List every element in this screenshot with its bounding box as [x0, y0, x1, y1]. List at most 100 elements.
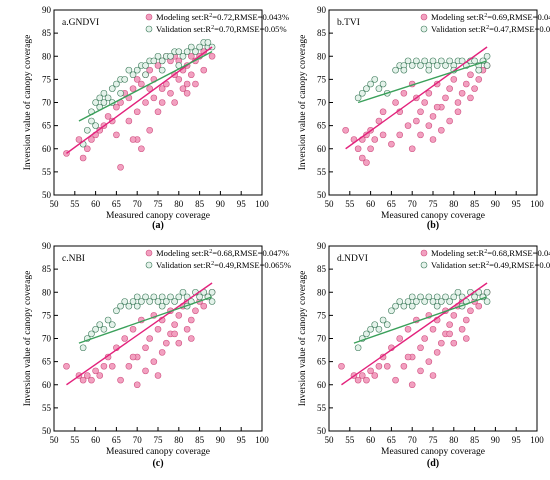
- validation-point: [154, 298, 162, 305]
- modeling-point: [367, 367, 374, 375]
- y-tick-label: 90: [42, 241, 52, 251]
- validation-point: [379, 80, 387, 88]
- modeling-point: [133, 76, 141, 83]
- validation-point: [100, 89, 108, 97]
- modeling-point: [88, 136, 95, 143]
- modeling-point: [187, 335, 195, 342]
- modeling-point: [475, 302, 483, 310]
- y-tick-label: 70: [317, 98, 327, 108]
- validation-point: [125, 66, 133, 74]
- modeling-point: [354, 376, 362, 384]
- y-axis-label: Inversion value of canopy coverage: [297, 271, 308, 407]
- validation-point: [400, 302, 408, 310]
- modeling-point: [175, 76, 183, 83]
- y-tick-label: 55: [42, 167, 52, 177]
- modeling-point: [338, 362, 345, 370]
- validation-point: [375, 85, 383, 92]
- validation-point: [196, 293, 203, 301]
- legend-entry-modeling: Modeling set:R2=0.69,RMSE=0.046%: [431, 12, 550, 22]
- modeling-point: [354, 145, 362, 153]
- legend-superscript: 2: [484, 13, 487, 19]
- inset-label: b.TVI: [337, 18, 360, 28]
- x-tick-label: 80: [174, 199, 184, 209]
- modeling-point: [100, 362, 108, 370]
- validation-point: [408, 62, 416, 69]
- x-tick-label: 85: [470, 435, 480, 445]
- modeling-point: [117, 376, 124, 384]
- validation-point: [121, 76, 129, 83]
- modeling-point: [425, 358, 433, 365]
- validation-point: [483, 62, 491, 69]
- modeling-point: [150, 94, 158, 102]
- legend-superscript: 2: [209, 249, 212, 255]
- legend-text: Modeling set:R: [156, 248, 210, 258]
- validation-point: [483, 298, 491, 305]
- y-tick-label: 85: [42, 264, 52, 274]
- validation-point: [408, 293, 416, 301]
- modeling-point: [163, 339, 170, 347]
- x-tick-label: 95: [512, 435, 522, 445]
- modeling-point: [396, 335, 404, 342]
- inset-label: a.GNDVI: [62, 18, 99, 28]
- legend-superscript: 2: [486, 25, 489, 31]
- modeling-point: [200, 302, 208, 310]
- modeling-point: [467, 71, 474, 79]
- inset-label: d.NDVI: [337, 254, 368, 264]
- x-tick-label: 55: [70, 435, 80, 445]
- modeling-point: [133, 108, 141, 116]
- modeling-point: [404, 353, 412, 361]
- validation-point: [133, 302, 141, 310]
- panel-label: (a): [152, 220, 164, 231]
- validation-point: [425, 66, 433, 74]
- modeling-point: [171, 321, 178, 328]
- legend-tail: =0.69,RMSE=0.046%: [487, 12, 550, 22]
- legend-marker-validation: [420, 25, 428, 33]
- series-modeling: [63, 43, 216, 171]
- modeling-point: [142, 99, 149, 106]
- modeling-point: [108, 362, 116, 370]
- legend-marker-modeling: [420, 13, 428, 21]
- modeling-point: [117, 163, 124, 171]
- y-tick-label: 60: [317, 144, 327, 154]
- modeling-point: [171, 99, 178, 106]
- validation-point: [454, 288, 462, 296]
- x-tick-label: 65: [387, 435, 397, 445]
- legend-marker-validation: [145, 261, 153, 269]
- validation-point: [192, 48, 199, 55]
- modeling-point: [425, 89, 433, 97]
- modeling-point: [433, 103, 441, 111]
- validation-point: [167, 52, 174, 60]
- validation-point: [375, 325, 383, 333]
- validation-point: [363, 330, 370, 338]
- validation-point: [388, 307, 395, 315]
- x-tick-label: 100: [530, 199, 544, 209]
- validation-point: [88, 330, 95, 338]
- modeling-point: [192, 80, 199, 88]
- y-tick-label: 80: [317, 287, 327, 297]
- modeling-point: [121, 335, 129, 342]
- x-tick-label: 55: [345, 435, 355, 445]
- series-modeling: [63, 288, 216, 389]
- modeling-point: [96, 372, 104, 379]
- x-tick-label: 70: [408, 199, 418, 209]
- x-tick-label: 90: [216, 435, 226, 445]
- modeling-point: [425, 122, 433, 129]
- modeling-point: [417, 108, 424, 116]
- legend-tail: =0.47,RMSE=0.067%: [489, 24, 550, 34]
- x-tick-label: 95: [237, 435, 247, 445]
- validation-point: [92, 122, 99, 129]
- modeling-point: [125, 362, 133, 370]
- modeling-point: [171, 330, 178, 338]
- x-tick-label: 100: [530, 435, 544, 445]
- validation-point: [96, 94, 104, 102]
- validation-point: [438, 57, 445, 65]
- x-tick-label: 70: [133, 199, 143, 209]
- validation-point: [113, 307, 120, 315]
- validation-point: [129, 298, 137, 305]
- validation-point: [183, 48, 191, 55]
- legend-tail: =0.49,RMSE=0.065%: [214, 260, 291, 270]
- validation-point: [100, 325, 108, 333]
- modeling-point: [113, 103, 120, 111]
- modeling-point: [129, 353, 137, 361]
- validation-point: [417, 293, 424, 301]
